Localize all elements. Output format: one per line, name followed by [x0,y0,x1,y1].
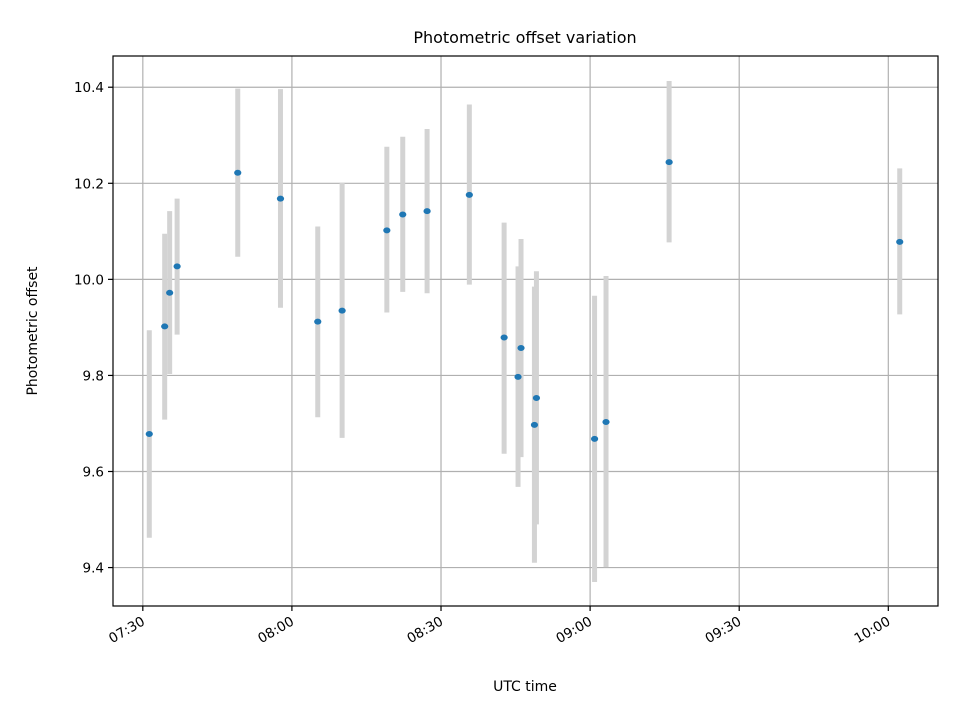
y-tick-label: 9.8 [83,368,104,384]
y-tick-label: 9.4 [83,561,104,577]
x-tick-label: 08:30 [404,614,446,647]
x-tick-label: 08:00 [255,614,297,647]
data-point [383,227,391,234]
error-bars [146,80,903,582]
x-tick-label: 07:30 [106,614,148,647]
data-point [896,238,904,245]
data-point [665,159,673,166]
data-point [399,211,407,218]
data-point [161,323,169,330]
data-point [500,334,508,341]
data-point [166,289,174,296]
data-point [465,191,473,198]
data-point [145,431,153,438]
x-axis-label: UTC time [493,679,557,695]
data-point [517,345,525,352]
plot-frame [112,55,939,607]
data-point [590,435,599,442]
y-tick-label: 9.6 [83,465,104,481]
x-tick-label: 09:30 [703,614,745,647]
chart-title: Photometric offset variation [413,28,636,47]
data-point [234,169,242,176]
data-point [276,195,285,202]
data-points [145,159,904,442]
data-point [602,419,610,426]
data-point [514,373,522,380]
y-tick-label: 10.4 [74,80,104,96]
data-point [423,208,431,215]
axis-ticks: 07:30 08:00 08:30 09:00 09:30 10:00 9.4 9.6 9.8 1… [74,80,893,647]
y-axis-label: Photometric offset [25,266,41,396]
grid-lines [113,56,938,606]
y-tick-label: 10.2 [74,176,104,192]
x-tick-label: 10:00 [852,614,894,647]
data-point [338,307,346,314]
y-tick-label: 10.0 [74,272,104,288]
data-point [314,318,322,325]
data-point [532,395,541,402]
data-point [530,421,539,428]
data-point [173,263,181,270]
x-tick-label: 09:00 [553,614,595,647]
